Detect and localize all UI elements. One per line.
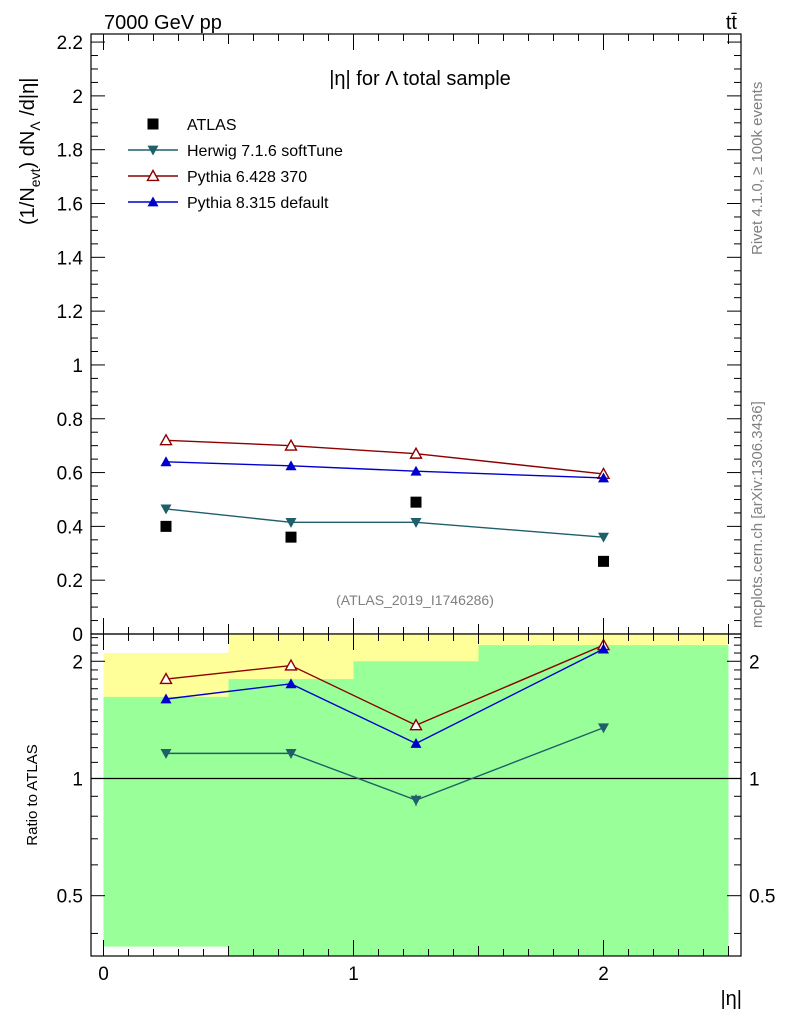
main-y-axis-title: (1/Nevt) dNΛ /d|η|	[17, 78, 43, 225]
legend-item-atlas: ATLAS	[147, 117, 237, 134]
main-y-tick-label: 2.2	[57, 33, 83, 54]
legend: ATLAS Herwig 7.1.6 softTune Pythia 6.428 3…	[128, 117, 343, 212]
herwig-line	[165, 508, 604, 538]
ratio-band-green	[228, 679, 354, 956]
ratio-herwig-point	[285, 748, 297, 759]
series-atlas	[160, 496, 609, 567]
main-y-axis: 0 0.2 0.4 0.6 0.8 1 1.2 1.4 1.6 1.8 2 2.2	[57, 33, 741, 646]
x-axis-title: |η|	[720, 988, 742, 1010]
ratio-y-axis: 0.5 0.5 1 1 2 2	[57, 637, 775, 934]
pythia6-point	[409, 446, 423, 459]
legend-item-pythia6: Pythia 6.428 370	[128, 169, 307, 186]
ratio-panel: 0.5 0.5 1 1 2 2 0 1 2 Ratio to ATLAS |η|	[24, 633, 775, 1010]
pythia6-line	[165, 439, 604, 475]
main-title: |η| for Λ total sample	[329, 68, 511, 90]
ratio-y-tick-label: 1	[72, 769, 83, 790]
ratio-pythia8-point	[285, 678, 297, 689]
ylabel-pre: (1/N	[17, 187, 39, 225]
ratio-herwig-point	[598, 723, 609, 734]
ratio-band-green	[103, 696, 229, 947]
atlas-point	[285, 531, 297, 543]
legend-marker-herwig	[147, 145, 159, 156]
legend-item-pythia8: Pythia 8.315 default	[128, 195, 329, 212]
pythia6-point	[159, 433, 173, 446]
main-y-tick-label: 0.6	[57, 464, 83, 485]
energy-label: 7000 GeV pp	[104, 12, 222, 34]
ratio-y-axis-title: Ratio to ATLAS	[24, 744, 41, 845]
atlas-point	[410, 496, 422, 508]
herwig-point	[410, 517, 422, 528]
ratio-band-green	[353, 661, 479, 956]
ylabel-sub2: Λ	[27, 121, 43, 131]
ratio-frame	[90, 633, 742, 957]
ratio-pythia8-line	[165, 648, 604, 745]
ratio-x-tick-label: 2	[598, 964, 609, 985]
ratio-x-tick-label: 1	[348, 964, 359, 985]
main-panel: 0 0.2 0.4 0.6 0.8 1 1.2 1.4 1.6 1.8 2 2.2 |η| for Λ…	[17, 33, 742, 646]
pythia8-point	[410, 465, 422, 476]
ratio-y-tick-label-right: 1	[749, 769, 760, 790]
ratio-herwig-point	[410, 795, 422, 806]
ratio-herwig-point	[160, 748, 172, 759]
ratio-pythia6-point	[284, 658, 298, 671]
main-y-tick-label: 0.2	[57, 571, 83, 592]
main-y-tick-label: 2	[72, 87, 83, 108]
series-pythia8	[160, 456, 609, 483]
legend-label-pythia8: Pythia 8.315 default	[187, 195, 329, 212]
herwig-point	[285, 517, 297, 528]
main-y-tick-label: 0.4	[57, 517, 84, 538]
series-herwig	[160, 504, 609, 543]
process-label: tt̄	[726, 12, 738, 34]
main-y-tick-label: 1.8	[57, 141, 83, 162]
ratio-marks	[91, 638, 741, 806]
legend-marker-pythia8	[147, 196, 159, 207]
ratio-pythia6-line	[165, 644, 604, 727]
atlas-point	[160, 520, 172, 532]
ratio-band-green	[478, 645, 729, 956]
ratio-pythia8-point	[160, 693, 172, 704]
main-y-tick-label: 1.4	[57, 248, 84, 269]
main-y-tick-label: 1.2	[57, 302, 83, 323]
ratio-herwig-line	[166, 727, 604, 801]
ratio-x-axis: 0 1 2	[98, 634, 729, 985]
pythia8-point	[285, 460, 297, 471]
ratio-y-tick-label: 2	[72, 652, 83, 673]
legend-label-pythia6: Pythia 6.428 370	[187, 169, 307, 186]
pythia6-point	[284, 438, 298, 451]
legend-marker-atlas	[147, 118, 159, 130]
atlas-point	[598, 555, 609, 567]
main-y-tick-label: 1	[72, 356, 83, 377]
main-y-tick-label: 1.6	[57, 195, 83, 216]
ratio-y-tick-label-right: 2	[749, 652, 760, 673]
herwig-point	[598, 532, 609, 543]
ratio-pythia6-point	[159, 672, 173, 685]
herwig-point	[160, 504, 172, 515]
ylabel-mid: ) dN	[17, 131, 39, 169]
main-marks	[159, 433, 611, 567]
ratio-x-tick-label: 0	[98, 964, 109, 985]
pythia8-point	[160, 456, 172, 467]
ylabel-post: /d|η|	[17, 78, 39, 122]
analysis-id-label: (ATLAS_2019_I1746286)	[336, 592, 494, 608]
main-x-ticks	[103, 34, 729, 634]
ratio-y-tick-label: 0.5	[57, 887, 83, 908]
ratio-pythia8-point	[410, 737, 422, 748]
side-rivet-label: Rivet 4.1.0, ≥ 100k events	[749, 82, 766, 255]
legend-item-herwig: Herwig 7.1.6 softTune	[128, 143, 343, 160]
pythia8-line	[165, 461, 604, 479]
ylabel-sub1: evt	[27, 168, 43, 187]
main-y-tick-label: 0.8	[57, 410, 83, 431]
legend-marker-pythia6	[146, 169, 160, 182]
ratio-y-tick-label-right: 0.5	[749, 887, 775, 908]
legend-label-atlas: ATLAS	[187, 117, 237, 134]
pythia8-point	[598, 472, 609, 483]
main-y-tick-label: 0	[72, 625, 83, 646]
side-mcplots-label: mcplots.cern.ch [arXiv:1306.3436]	[749, 401, 766, 628]
ratio-series-herwig	[160, 723, 609, 806]
legend-label-herwig: Herwig 7.1.6 softTune	[187, 143, 343, 160]
series-pythia6	[159, 433, 611, 480]
ratio-pythia6-point	[409, 718, 423, 731]
